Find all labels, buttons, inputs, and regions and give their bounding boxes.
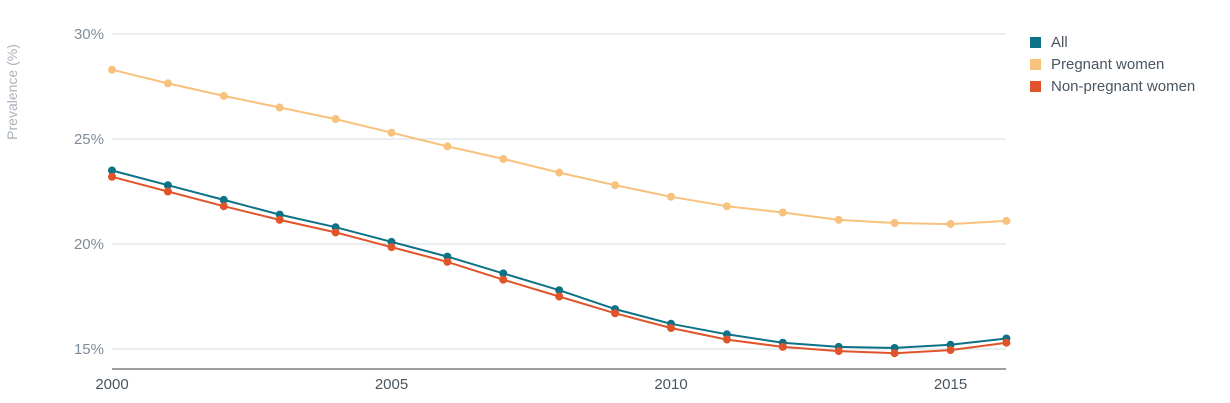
data-point [667,192,675,201]
series-line [111,175,1007,355]
legend: All Pregnant women Non-pregnant women [1030,34,1195,95]
data-point [443,142,452,151]
data-point [722,335,731,344]
data-point [499,269,508,278]
x-tick-label: 2015 [934,376,967,393]
data-point [722,202,731,211]
legend-swatch [1030,81,1041,92]
data-point [499,275,508,284]
data-point [555,292,564,301]
legend-label: Non-pregnant women [1051,78,1195,95]
data-point [890,349,899,358]
axes: 15% 20% 25% 30% 2000 2005 2010 2015 [74,26,1006,393]
y-tick-label: 30% [74,26,104,43]
data-point [834,347,843,356]
legend-label: Pregnant women [1051,56,1164,73]
data-point [778,208,787,217]
series-pregnant-women [108,65,1011,229]
y-tick-label: 25% [74,131,104,148]
data-point [834,215,843,224]
data-point [946,220,955,229]
data-point [275,215,284,224]
data-point [890,219,899,227]
series-line [111,169,1007,349]
x-tick-label: 2010 [654,376,687,393]
data-point [443,257,452,266]
y-axis-label: Prevalence (%) [4,44,20,140]
series-non-pregnant-women [108,172,1011,358]
data-point [946,346,955,355]
data-point [219,91,228,100]
data-point [219,195,228,204]
data-point [163,187,172,196]
legend-swatch [1030,37,1041,48]
data-point [555,168,564,177]
series-group [108,65,1011,358]
data-point [108,166,116,175]
data-point [163,181,172,190]
data-point [1002,216,1011,225]
series-line [111,68,1007,226]
data-point [499,154,508,163]
data-point [331,115,340,124]
data-point [387,128,396,137]
legend-label: All [1051,34,1068,51]
data-point [275,103,284,112]
data-point [387,243,396,252]
legend-swatch [1030,59,1041,70]
series-all [108,166,1011,352]
data-point [778,342,787,351]
data-point [108,65,116,74]
gridlines [112,33,1006,350]
data-point [219,202,228,211]
data-point [108,172,116,181]
data-point [611,309,620,318]
data-point [1002,338,1011,347]
data-point [667,324,675,332]
data-point [163,79,172,88]
data-point [331,228,340,237]
data-point [555,286,564,295]
y-tick-label: 15% [74,341,104,358]
x-tick-label: 2005 [375,376,408,393]
data-point [611,181,620,190]
x-tick-label: 2000 [95,376,128,393]
y-tick-label: 20% [74,236,104,253]
